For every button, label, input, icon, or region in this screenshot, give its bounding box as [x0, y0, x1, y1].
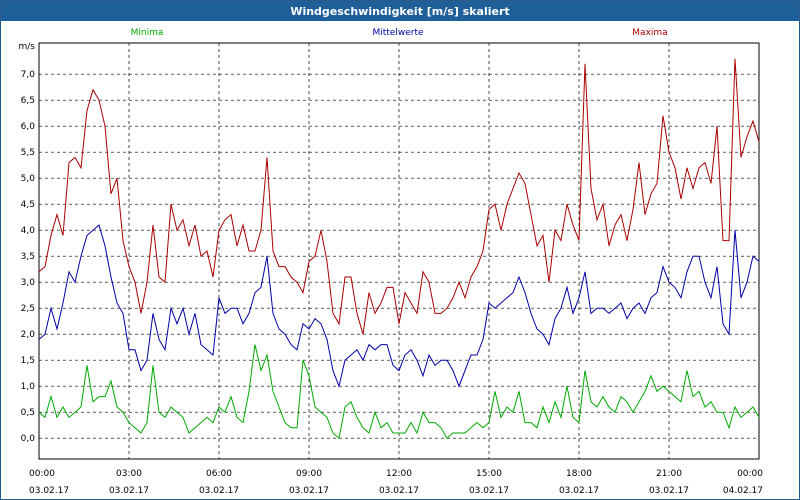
x-tick-time-label: 06:00: [206, 469, 232, 479]
x-tick-time-label: 00:00: [737, 469, 763, 479]
x-tick-time-label: 03:00: [116, 469, 142, 479]
x-tick-date-label: 03.02.17: [379, 486, 419, 496]
series-line-minima: [38, 344, 760, 440]
x-tick-time-label: 09:00: [296, 469, 322, 479]
x-tick-time-label: 21:00: [656, 469, 682, 479]
x-tick-date-label: 03.02.17: [649, 486, 689, 496]
y-tick-label: 4,5: [21, 200, 35, 210]
x-tick-time-label: 12:00: [386, 469, 412, 479]
y-tick-label: 2,0: [21, 330, 36, 340]
y-tick-label: 3,5: [21, 252, 35, 262]
legend-maxima: Maxima: [632, 28, 667, 38]
x-tick-time-label: 18:00: [566, 469, 592, 479]
x-tick-time-label: 00:00: [29, 469, 55, 479]
x-tick-date-label: 03.02.17: [109, 486, 149, 496]
x-tick-date-label: 03.02.17: [469, 486, 509, 496]
y-tick-label: 1,5: [21, 356, 35, 366]
y-tick-label: 7,0: [21, 70, 36, 80]
series-line-mittelwerte: [38, 224, 760, 388]
y-tick-label: 5,5: [21, 148, 35, 158]
series-line-maxima: [38, 58, 760, 335]
wind-speed-chart: 0,0 0,5 1,0 1,5 2,0 2,5 3,0 3,5 4,0 4,5 5,0 5,5 6,0 6…: [19, 28, 764, 496]
y-tick-label: 1,0: [21, 382, 36, 392]
x-tick-date-label: 03.02.17: [559, 486, 599, 496]
y-tick-label: 3,0: [21, 278, 36, 288]
x-tick-date-label: 03.02.17: [289, 486, 329, 496]
y-tick-label: 0,5: [21, 408, 35, 418]
legend-mittelwerte: Mittelwerte: [372, 28, 423, 38]
x-tick-date-label: 03.02.17: [199, 486, 239, 496]
x-tick-date-label: 04.02.17: [723, 486, 763, 496]
y-tick-label: 5,0: [21, 174, 36, 184]
y-tick-label: 0,0: [21, 434, 36, 444]
x-tick-date-label: 03.02.17: [29, 486, 69, 496]
y-tick-label: 6,0: [21, 122, 36, 132]
plot-frame: [38, 42, 760, 460]
y-tick-label: 6,5: [21, 96, 35, 106]
y-axis-label: m/s: [19, 42, 36, 52]
x-tick-time-label: 15:00: [476, 469, 502, 479]
y-tick-label: 4,0: [21, 226, 36, 236]
chart-title: Windgeschwindigkeit [m/s] skaliert: [1, 1, 799, 21]
legend-minima: Minima: [131, 28, 164, 38]
y-tick-label: 2,5: [21, 304, 35, 314]
